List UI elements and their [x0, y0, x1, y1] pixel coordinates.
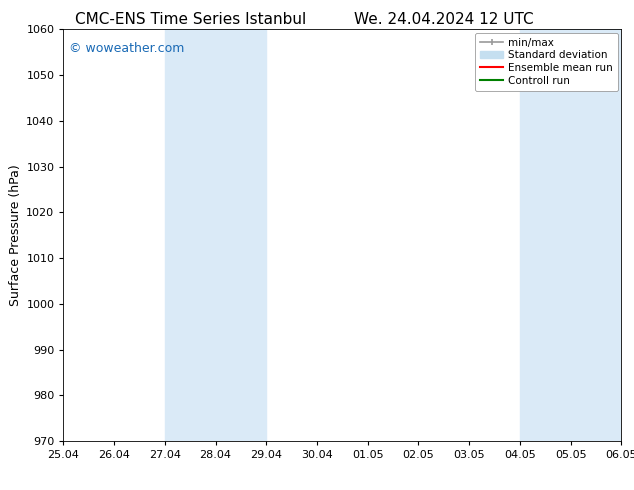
Text: CMC-ENS Time Series Istanbul: CMC-ENS Time Series Istanbul	[75, 12, 306, 27]
Text: © woweather.com: © woweather.com	[69, 42, 184, 55]
Bar	[520, 29, 621, 441]
Text: We. 24.04.2024 12 UTC: We. 24.04.2024 12 UTC	[354, 12, 534, 27]
Y-axis label: Surface Pressure (hPa): Surface Pressure (hPa)	[9, 164, 22, 306]
Legend: min/max, Standard deviation, Ensemble mean run, Controll run: min/max, Standard deviation, Ensemble me…	[475, 32, 618, 91]
Bar	[165, 29, 266, 441]
